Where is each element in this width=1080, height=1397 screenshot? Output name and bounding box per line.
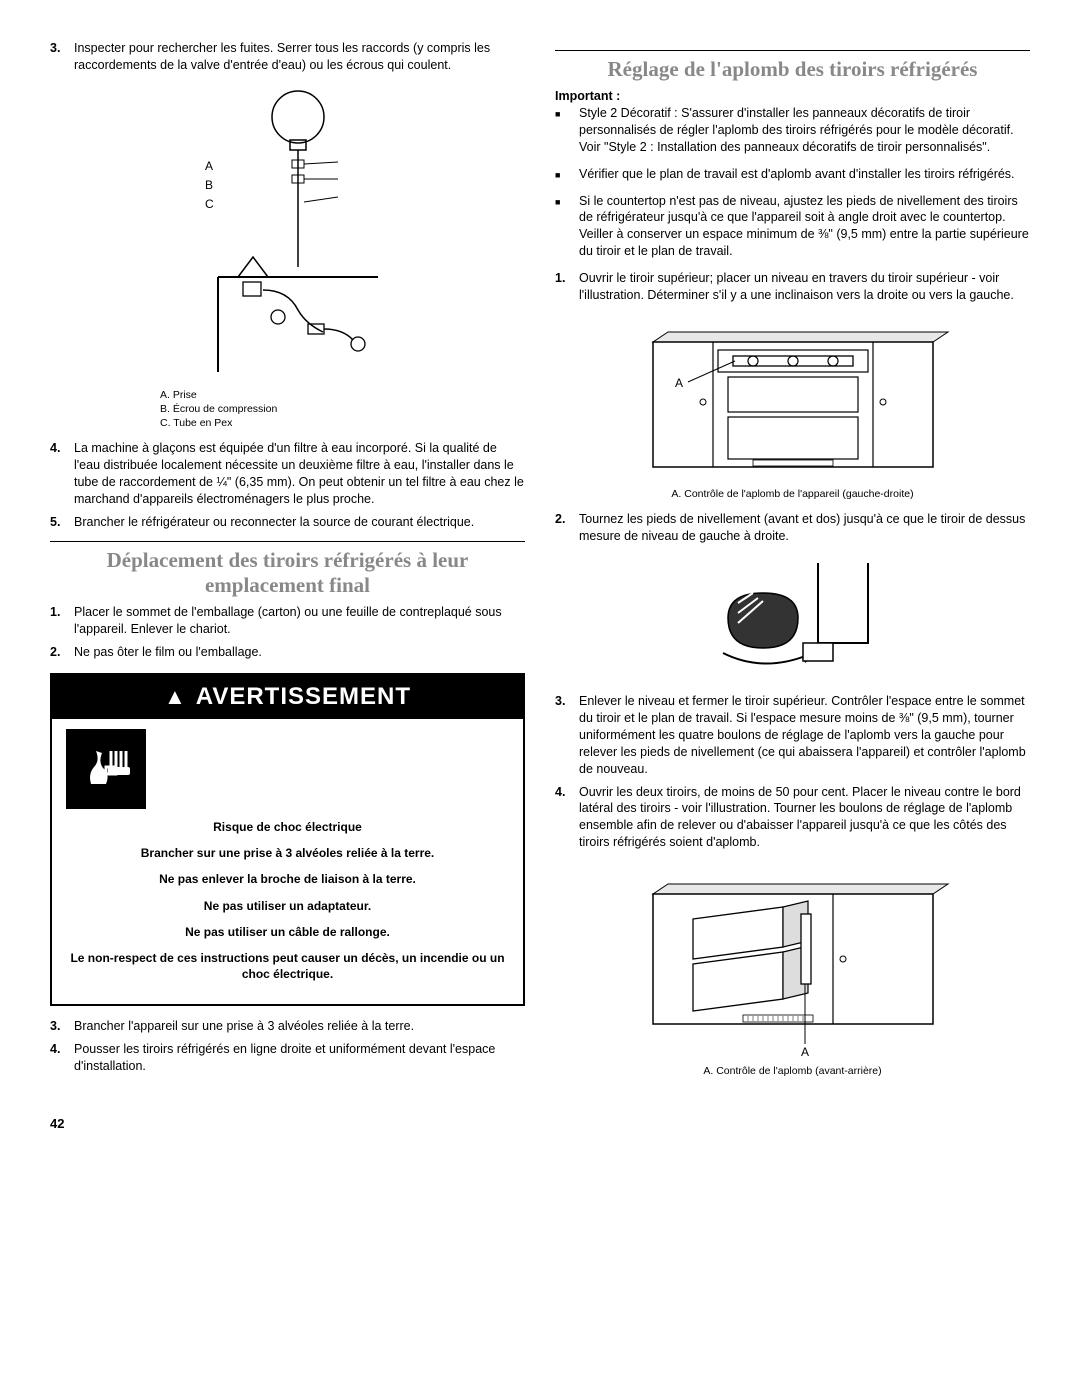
warning-triangle-icon: ▲ (164, 686, 186, 708)
list-item: 1. Ouvrir le tiroir supérieur; placer un… (555, 270, 1030, 304)
list-item: 3. Enlever le niveau et fermer le tiroir… (555, 693, 1030, 777)
warning-title: AVERTISSEMENT (196, 681, 411, 713)
step-text: Inspecter pour rechercher les fuites. Se… (74, 40, 525, 74)
list-item: 4. La machine à glaçons est équipée d'un… (50, 440, 525, 508)
warning-line: Risque de choc électrique (66, 819, 509, 835)
section-rule (555, 50, 1030, 51)
warning-line: Ne pas utiliser un adaptateur. (66, 898, 509, 914)
fig4-caption: A. Contrôle de l'aplomb (avant-arrière) (555, 1065, 1030, 1079)
right-column: Réglage de l'aplomb des tiroirs réfrigér… (555, 40, 1030, 1132)
figure-valve-connection: A B C A. Prise B. Écrou de compression C… (50, 82, 525, 430)
list-item: 4. Ouvrir les deux tiroirs, de moins de … (555, 784, 1030, 852)
bullet-item: Style 2 Décoratif : S'assurer d'installe… (555, 105, 1030, 156)
section-title: Déplacement des tiroirs réfrigérés à leu… (50, 548, 525, 598)
list-item: 3. Inspecter pour rechercher les fuites.… (50, 40, 525, 74)
bullet-item: Si le countertop n'est pas de niveau, aj… (555, 193, 1030, 261)
step-text: Placer le sommet de l'emballage (carton)… (74, 604, 525, 638)
fig4-label-a: A (801, 1045, 809, 1059)
fig1-cap-a: A. Prise (160, 389, 525, 403)
warning-line: Brancher sur une prise à 3 alvéoles reli… (66, 845, 509, 861)
warning-header: ▲ AVERTISSEMENT (52, 675, 523, 719)
figure-level-front-back: A A. Contrôle de l'aplomb (avant-arrière… (555, 859, 1030, 1079)
step-text: Tournez les pieds de nivellement (avant … (579, 511, 1030, 545)
bullet-text: Style 2 Décoratif : S'assurer d'installe… (579, 105, 1030, 156)
warning-line: Ne pas utiliser un câble de rallonge. (66, 924, 509, 940)
bullet-text: Vérifier que le plan de travail est d'ap… (579, 166, 1015, 183)
step-text: Ouvrir les deux tiroirs, de moins de 50 … (579, 784, 1030, 852)
fig1-label-c: C (205, 195, 225, 214)
list-item: 2. Tournez les pieds de nivellement (ava… (555, 511, 1030, 545)
figure-level-left-right: A A. Contrôle de l'aplomb de l'appareil … (555, 312, 1030, 502)
list-item: 3. Brancher l'appareil sur une prise à 3… (50, 1018, 525, 1035)
list-item: 1. Placer le sommet de l'emballage (cart… (50, 604, 525, 638)
bullet-text: Si le countertop n'est pas de niveau, aj… (579, 193, 1030, 261)
bullet-item: Vérifier que le plan de travail est d'ap… (555, 166, 1030, 183)
important-label: Important : (555, 89, 620, 103)
list-item: 5. Brancher le réfrigérateur ou reconnec… (50, 514, 525, 531)
fig1-cap-c: C. Tube en Pex (160, 417, 525, 431)
step-text: La machine à glaçons est équipée d'un fi… (74, 440, 525, 508)
step-text: Pousser les tiroirs réfrigérés en ligne … (74, 1041, 525, 1075)
step-text: Brancher l'appareil sur une prise à 3 al… (74, 1018, 525, 1035)
fig2-label-a: A (675, 376, 683, 390)
section-title: Réglage de l'aplomb des tiroirs réfrigér… (555, 57, 1030, 82)
warning-line: Ne pas enlever la broche de liaison à la… (66, 871, 509, 887)
fig1-label-b: B (205, 176, 225, 195)
step-text: Enlever le niveau et fermer le tiroir su… (579, 693, 1030, 777)
list-item: 4. Pousser les tiroirs réfrigérés en lig… (50, 1041, 525, 1075)
figure-leveling-foot (555, 553, 1030, 683)
fig1-label-a: A (205, 157, 225, 176)
list-item: 2. Ne pas ôter le film ou l'emballage. (50, 644, 525, 661)
left-column: 3. Inspecter pour rechercher les fuites.… (50, 40, 525, 1132)
electric-shock-icon (66, 729, 146, 809)
fig1-cap-b: B. Écrou de compression (160, 403, 525, 417)
section-rule (50, 541, 525, 542)
warning-body: Risque de choc électrique Brancher sur u… (52, 813, 523, 1004)
warning-box: ▲ AVERTISSEMENT Risque de choc électriqu… (50, 673, 525, 1007)
warning-line: Le non-respect de ces instructions peut … (66, 950, 509, 982)
page-number: 42 (50, 1115, 525, 1133)
step-text: Brancher le réfrigérateur ou reconnecter… (74, 514, 525, 531)
step-text: Ne pas ôter le film ou l'emballage. (74, 644, 525, 661)
step-text: Ouvrir le tiroir supérieur; placer un ni… (579, 270, 1030, 304)
fig2-caption: A. Contrôle de l'aplomb de l'appareil (g… (555, 488, 1030, 502)
